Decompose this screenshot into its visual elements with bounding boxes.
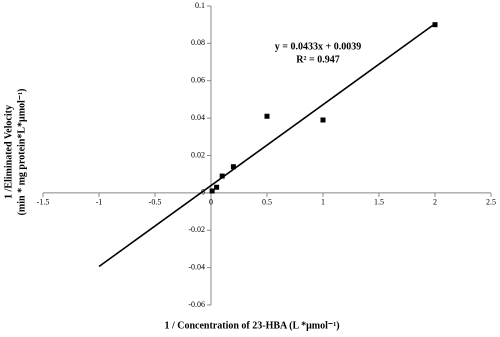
data-point (209, 188, 215, 194)
x-tick-label: 2.5 (486, 198, 496, 207)
y-tick-label: -0.06 (188, 300, 205, 309)
y-axis-label: 1 /Eliminated Velocity (3, 105, 14, 199)
x-tick-label: 1.5 (374, 198, 384, 207)
data-point (432, 22, 438, 28)
y-tick-label: 0.08 (191, 38, 205, 47)
x-tick-label: 1 (321, 198, 325, 207)
y-tick-label: -0.04 (188, 262, 205, 271)
y-axis-label: (min * mg protein*L*μmol⁻¹) (16, 89, 27, 216)
data-point (219, 173, 225, 179)
x-tick-label: 2 (433, 198, 437, 207)
x-tick-label: -0.5 (149, 198, 162, 207)
x-tick-label: 0 (209, 198, 213, 207)
trendline (98, 23, 436, 268)
x-tick-label: 0.5 (262, 198, 272, 207)
data-point (214, 184, 220, 190)
data-point (264, 113, 270, 119)
trendline-equation: y = 0.0433x + 0.0039 (275, 41, 361, 52)
r-squared: R² = 0.947 (296, 54, 339, 65)
y-tick-label: 0.1 (195, 1, 205, 10)
data-point (320, 117, 326, 123)
x-axis-label: 1 / Concentration of 23-HBA (L *μmol⁻¹) (164, 320, 339, 331)
y-tick-label: 0.02 (191, 150, 205, 159)
data-point (230, 164, 236, 170)
y-tick-label: -0.02 (188, 225, 205, 234)
y-tick-label: 0.06 (191, 76, 205, 85)
y-tick-label: 0.04 (191, 113, 205, 122)
x-tick-label: -1 (96, 198, 103, 207)
x-tick-label: -1.5 (37, 198, 50, 207)
